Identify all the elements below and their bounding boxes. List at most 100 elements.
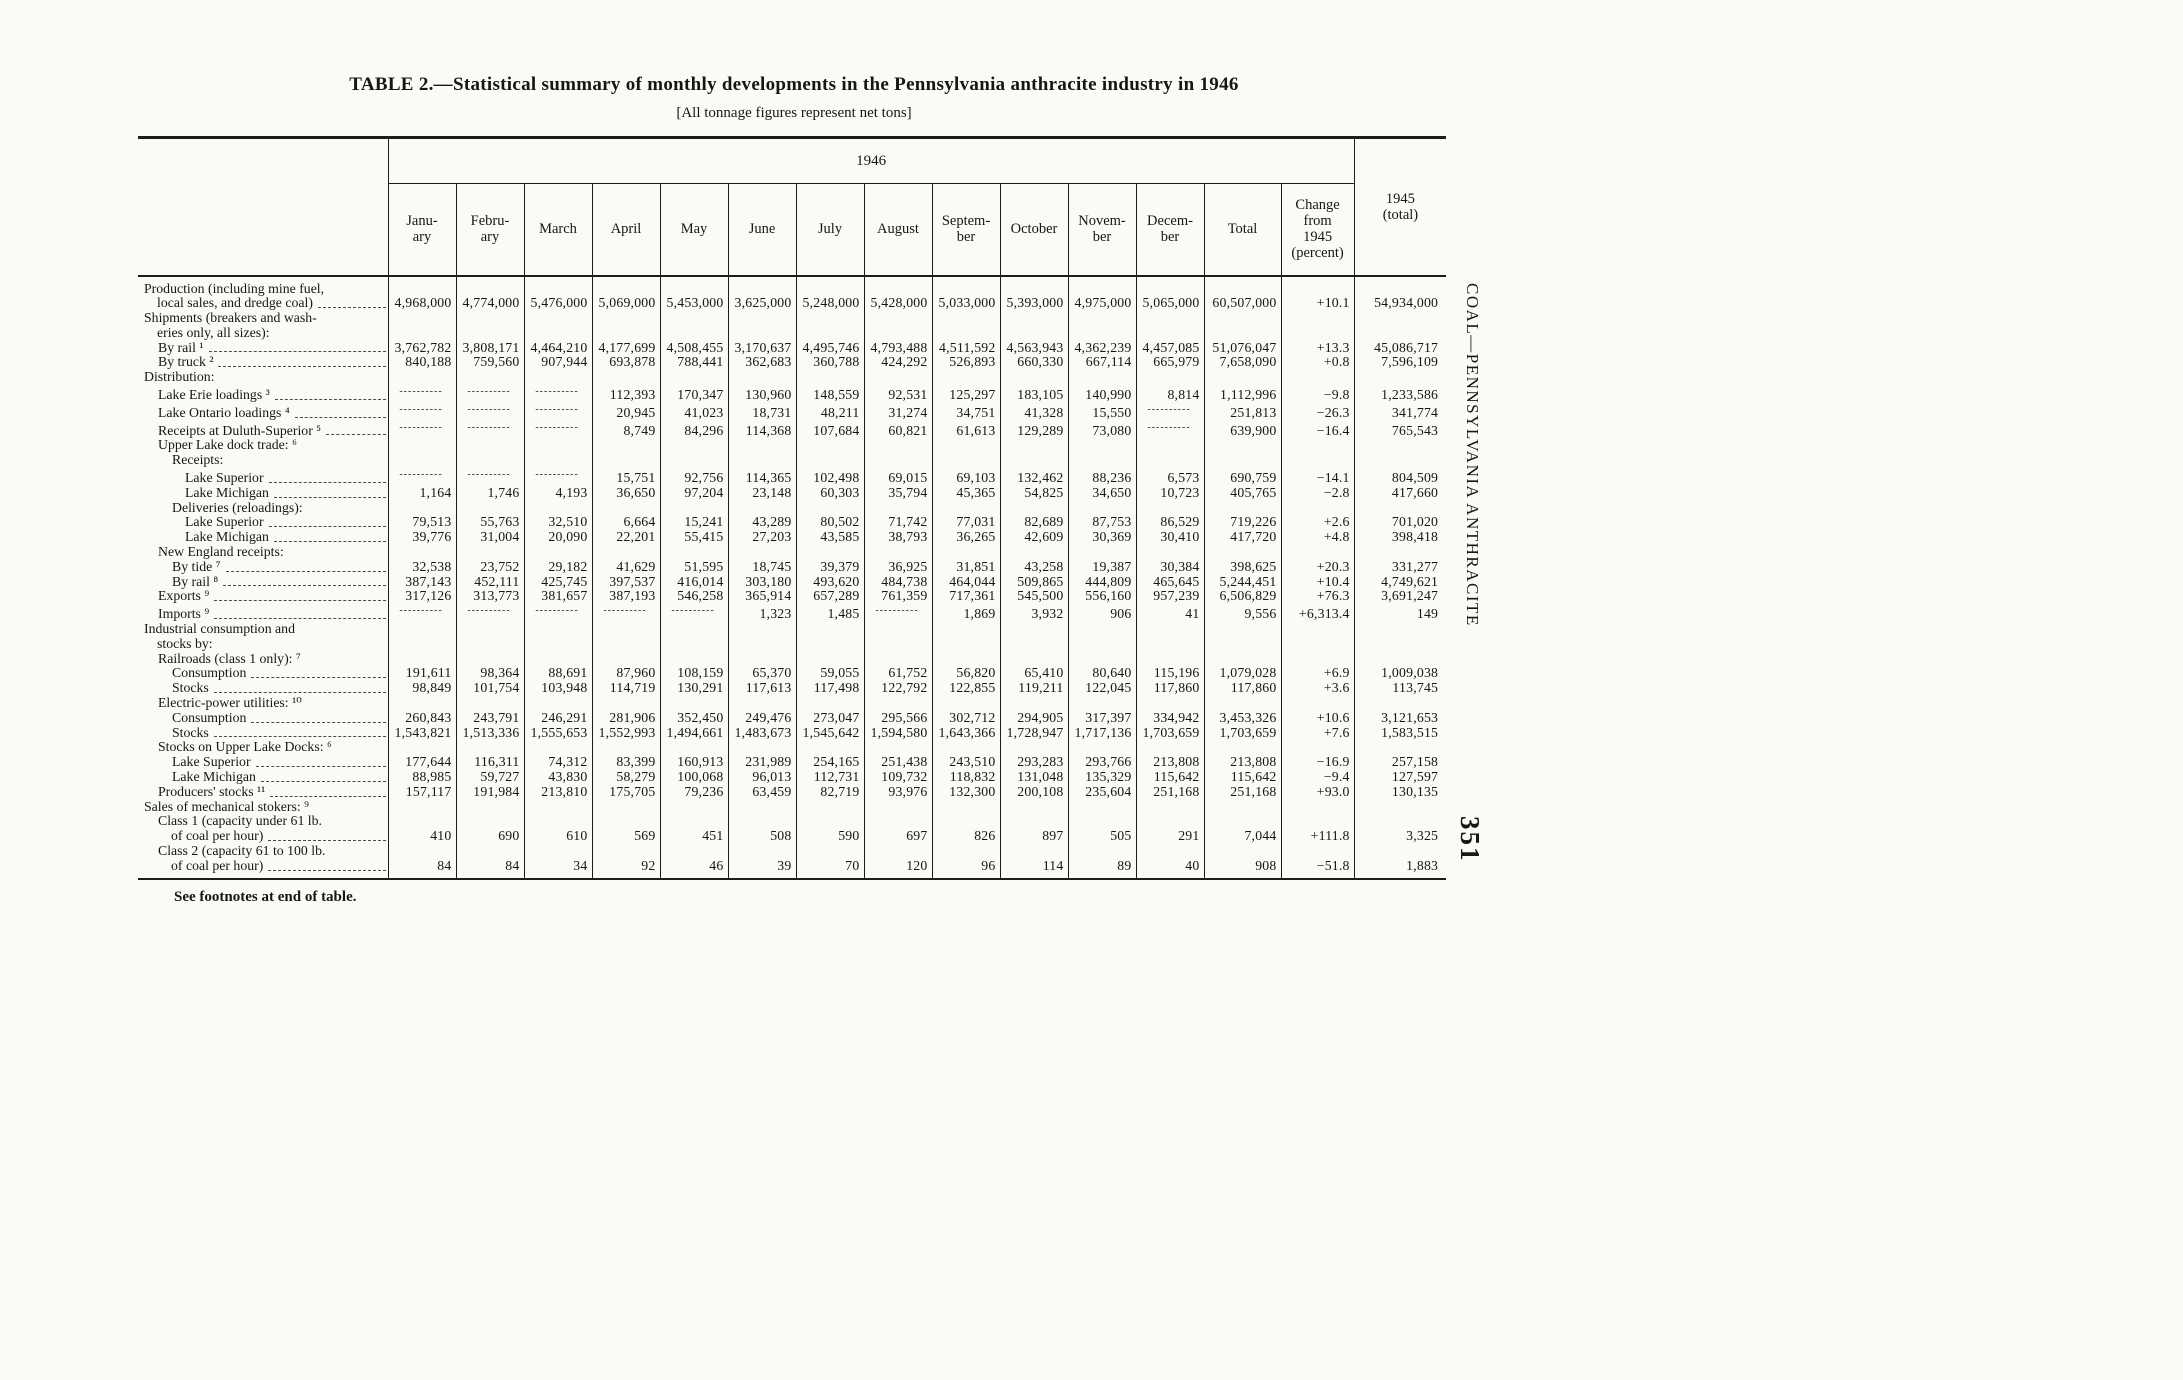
data-cell: 71,742 bbox=[863, 515, 932, 531]
data-cell bbox=[1135, 438, 1204, 454]
data-cell: 175,705 bbox=[591, 784, 660, 800]
column-header: Septem- ber bbox=[931, 183, 1000, 277]
row-label: Lake Ontario loadings ⁴ bbox=[158, 405, 290, 420]
data-cell: 114,368 bbox=[727, 420, 796, 439]
data-cell bbox=[1353, 370, 1447, 386]
data-cell: 657,289 bbox=[795, 589, 864, 605]
data-cell bbox=[659, 311, 728, 341]
data-cell: 89 bbox=[1067, 843, 1136, 879]
data-cell bbox=[1135, 696, 1204, 711]
data-cell: 86,529 bbox=[1135, 515, 1204, 531]
data-cell bbox=[795, 696, 864, 711]
row-label-cell: Lake Superior bbox=[138, 468, 389, 486]
row-label-cell: Railroads (class 1 only): ⁷ bbox=[138, 651, 389, 667]
data-cell: 98,364 bbox=[455, 666, 524, 682]
data-cell: 82,689 bbox=[999, 515, 1068, 531]
row-label: Lake Erie loadings ³ bbox=[158, 388, 270, 403]
dotted-leader bbox=[274, 398, 386, 400]
data-cell: 120 bbox=[863, 843, 932, 879]
data-cell: 41 bbox=[1135, 604, 1204, 623]
data-cell: 249,476 bbox=[727, 710, 796, 726]
data-cell: 484,738 bbox=[863, 574, 932, 590]
data-cell bbox=[591, 370, 660, 386]
data-cell: 417,660 bbox=[1353, 485, 1447, 501]
data-cell bbox=[863, 453, 932, 469]
data-cell bbox=[795, 651, 864, 667]
data-cell: 183,105 bbox=[999, 385, 1068, 403]
data-cell: 117,613 bbox=[727, 680, 796, 697]
data-cell: 60,507,000 bbox=[1203, 275, 1281, 312]
data-cell: 1,079,028 bbox=[1203, 666, 1281, 682]
column-header: June bbox=[727, 183, 796, 277]
data-cell: 331,277 bbox=[1353, 559, 1447, 575]
section-heading-row: Sales of mechanical stokers: ⁹ bbox=[138, 799, 1447, 815]
row-label: Production (including mine fuel, bbox=[144, 281, 325, 296]
data-cell: 93,976 bbox=[863, 784, 932, 800]
data-cell bbox=[795, 740, 864, 756]
data-cell: 40 bbox=[1135, 843, 1204, 879]
data-cell: 31,274 bbox=[863, 402, 932, 421]
data-cell: 610 bbox=[523, 814, 592, 844]
data-cell bbox=[1353, 453, 1447, 469]
row-label-cell: Lake Michigan bbox=[138, 485, 389, 501]
data-cell bbox=[863, 622, 932, 652]
data-cell: 1,883 bbox=[1353, 843, 1447, 879]
dotted-leader bbox=[270, 795, 386, 797]
row-label: Consumption bbox=[172, 666, 247, 681]
data-cell: 4,793,488 bbox=[863, 340, 932, 356]
data-cell: 119,211 bbox=[999, 680, 1068, 697]
data-cell bbox=[523, 500, 592, 516]
data-cell: 83,399 bbox=[591, 754, 660, 770]
data-cell bbox=[387, 622, 456, 652]
data-cell: 80,640 bbox=[1067, 666, 1136, 682]
data-cell: 132,462 bbox=[999, 468, 1068, 486]
data-cell: 48,211 bbox=[795, 402, 864, 421]
data-cell: 122,792 bbox=[863, 680, 932, 697]
data-cell: 1,164 bbox=[387, 485, 456, 501]
data-cell: 88,236 bbox=[1067, 468, 1136, 486]
data-cell: 303,180 bbox=[727, 574, 796, 590]
row-label-cell: Shipments (breakers and wash-eries only,… bbox=[138, 311, 389, 341]
data-cell: 719,226 bbox=[1203, 515, 1281, 531]
page-content: TABLE 2.—Statistical summary of monthly … bbox=[138, 74, 1450, 906]
data-cell: 7,658,090 bbox=[1203, 355, 1281, 371]
data-cell: 84 bbox=[455, 843, 524, 879]
data-cell bbox=[1067, 696, 1136, 711]
row-label: Exports ⁹ bbox=[158, 589, 210, 604]
data-cell bbox=[931, 545, 1000, 560]
data-cell: 115,642 bbox=[1135, 769, 1204, 785]
row-label-cell: Lake Superior bbox=[138, 515, 389, 531]
data-cell: 7,596,109 bbox=[1353, 355, 1447, 371]
data-cell bbox=[795, 311, 864, 341]
data-cell: 665,979 bbox=[1135, 355, 1204, 371]
footnote-reference: See footnotes at end of table. bbox=[174, 888, 357, 905]
section-heading-row: Deliveries (reloadings): bbox=[138, 500, 1447, 516]
data-cell bbox=[387, 453, 456, 469]
data-cell: −26.3 bbox=[1280, 402, 1355, 421]
data-cell: 30,384 bbox=[1135, 559, 1204, 575]
data-cell bbox=[727, 438, 796, 454]
data-cell bbox=[659, 545, 728, 560]
data-cell: 1,583,515 bbox=[1353, 725, 1447, 741]
column-header: April bbox=[591, 183, 660, 277]
data-cell: +13.3 bbox=[1280, 340, 1355, 356]
data-cell: +10.1 bbox=[1280, 275, 1355, 312]
data-cell: 69,103 bbox=[931, 468, 1000, 486]
data-cell bbox=[455, 696, 524, 711]
data-cell: 59,055 bbox=[795, 666, 864, 682]
row-label-cell: Lake Ontario loadings ⁴ bbox=[138, 402, 389, 421]
data-cell: 132,300 bbox=[931, 784, 1000, 800]
dotted-leader bbox=[268, 481, 386, 483]
data-cell bbox=[523, 651, 592, 667]
data-cell bbox=[1203, 311, 1281, 341]
data-cell: 334,942 bbox=[1135, 710, 1204, 726]
data-cell bbox=[1135, 370, 1204, 386]
dotted-leader bbox=[218, 366, 386, 368]
data-cell bbox=[999, 500, 1068, 516]
data-cell: 788,441 bbox=[659, 355, 728, 371]
data-cell: 60,303 bbox=[795, 485, 864, 501]
data-cell bbox=[863, 799, 932, 815]
data-cell bbox=[387, 438, 456, 454]
data-cell: 6,573 bbox=[1135, 468, 1204, 486]
dotted-leader bbox=[251, 677, 386, 679]
